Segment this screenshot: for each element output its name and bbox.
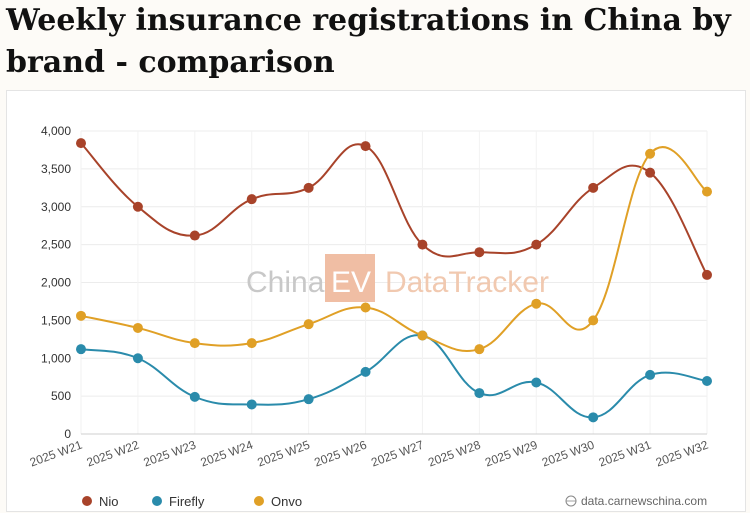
data-point-onvo[interactable] bbox=[189, 338, 200, 349]
line-chart: China EV DataTracker 0 500 1,000 1,500 2,000… bbox=[28, 124, 712, 509]
data-point-firefly[interactable] bbox=[132, 353, 143, 364]
data-point-firefly[interactable] bbox=[76, 344, 86, 355]
data-point-onvo[interactable] bbox=[303, 319, 314, 330]
x-tick-label: 2025 W26 bbox=[312, 438, 368, 470]
x-tick-label: 2025 W31 bbox=[597, 438, 653, 470]
data-point-nio[interactable] bbox=[360, 141, 371, 152]
series-points bbox=[76, 138, 712, 423]
data-point-firefly[interactable] bbox=[702, 375, 712, 386]
chart-title: Weekly insurance registrations in China … bbox=[6, 3, 731, 80]
x-tick-label: 2025 W22 bbox=[85, 438, 141, 470]
data-point-nio[interactable] bbox=[702, 269, 712, 280]
x-tick-label: 2025 W25 bbox=[255, 438, 311, 470]
watermark-datatracker: DataTracker bbox=[385, 266, 549, 299]
y-axis: 0 500 1,000 1,500 2,000 2,500 3,000 3,500 4,000 bbox=[41, 124, 71, 441]
x-tick-label: 2025 W28 bbox=[426, 438, 482, 470]
legend-label-nio: Nio bbox=[99, 494, 119, 509]
series-line-firefly bbox=[80, 334, 708, 419]
y-tick-label: 2,000 bbox=[41, 276, 71, 290]
data-point-nio[interactable] bbox=[303, 182, 314, 193]
data-point-onvo[interactable] bbox=[246, 338, 257, 349]
data-point-onvo[interactable] bbox=[645, 148, 656, 159]
data-point-firefly[interactable] bbox=[360, 366, 371, 377]
data-point-firefly[interactable] bbox=[246, 399, 257, 410]
x-tick-label: 2025 W23 bbox=[142, 438, 198, 470]
data-point-onvo[interactable] bbox=[417, 330, 428, 341]
y-tick-label: 2,500 bbox=[41, 238, 71, 252]
x-tick-label: 2025 W24 bbox=[199, 438, 255, 470]
chart-card: China EV DataTracker 0 500 1,000 1,500 2,000… bbox=[6, 90, 746, 512]
source-credit[interactable]: data.carnewschina.com bbox=[565, 494, 707, 508]
data-point-nio[interactable] bbox=[531, 239, 542, 250]
data-point-onvo[interactable] bbox=[132, 322, 143, 333]
data-point-firefly[interactable] bbox=[645, 369, 656, 380]
data-point-onvo[interactable] bbox=[531, 298, 542, 309]
data-point-nio[interactable] bbox=[76, 138, 86, 149]
legend-item-firefly[interactable]: Firefly bbox=[152, 494, 205, 509]
watermark-ev-box bbox=[325, 254, 375, 302]
data-point-nio[interactable] bbox=[132, 201, 143, 212]
data-point-onvo[interactable] bbox=[702, 186, 712, 197]
watermark-ev: EV bbox=[331, 266, 371, 299]
legend: Nio Firefly Onvo bbox=[82, 494, 302, 509]
x-tick-label: 2025 W27 bbox=[369, 438, 425, 470]
legend-label-firefly: Firefly bbox=[169, 494, 205, 509]
y-tick-label: 1,500 bbox=[41, 313, 71, 327]
legend-marker-onvo bbox=[254, 496, 264, 506]
data-point-onvo[interactable] bbox=[588, 315, 599, 326]
y-tick-label: 3,500 bbox=[41, 162, 71, 176]
legend-marker-nio bbox=[82, 496, 92, 506]
x-tick-label: 2025 W29 bbox=[483, 438, 539, 470]
watermark-china: China bbox=[246, 266, 325, 299]
x-axis: 2025 W21 2025 W22 2025 W23 2025 W24 2025 W25… bbox=[28, 433, 710, 470]
data-point-onvo[interactable] bbox=[76, 310, 86, 321]
x-tick-label: 2025 W32 bbox=[654, 438, 710, 470]
y-tick-label: 3,000 bbox=[41, 200, 71, 214]
x-tick-label: 2025 W21 bbox=[28, 438, 84, 470]
x-tick-label: 2025 W30 bbox=[540, 438, 596, 470]
series-line-nio bbox=[80, 142, 708, 276]
data-point-firefly[interactable] bbox=[303, 394, 314, 405]
y-tick-label: 1,000 bbox=[41, 351, 71, 365]
data-point-nio[interactable] bbox=[417, 239, 428, 250]
watermark: China EV DataTracker bbox=[246, 254, 549, 302]
data-point-firefly[interactable] bbox=[531, 377, 542, 388]
data-point-nio[interactable] bbox=[645, 167, 656, 178]
data-point-nio[interactable] bbox=[189, 230, 200, 241]
y-tick-label: 0 bbox=[64, 427, 71, 441]
data-point-nio[interactable] bbox=[588, 182, 599, 193]
data-point-onvo[interactable] bbox=[474, 344, 485, 355]
legend-item-nio[interactable]: Nio bbox=[82, 494, 119, 509]
source-text[interactable]: data.carnewschina.com bbox=[581, 494, 707, 508]
y-tick-label: 4,000 bbox=[41, 124, 71, 138]
data-point-firefly[interactable] bbox=[588, 412, 599, 423]
y-tick-label: 500 bbox=[51, 389, 71, 403]
legend-label-onvo: Onvo bbox=[271, 494, 302, 509]
data-point-nio[interactable] bbox=[474, 247, 485, 258]
data-point-firefly[interactable] bbox=[189, 391, 200, 402]
data-point-onvo[interactable] bbox=[360, 302, 371, 313]
data-point-firefly[interactable] bbox=[474, 388, 485, 399]
legend-marker-firefly bbox=[152, 496, 162, 506]
legend-item-onvo[interactable]: Onvo bbox=[254, 494, 302, 509]
grid bbox=[80, 130, 708, 435]
data-point-nio[interactable] bbox=[246, 194, 257, 205]
